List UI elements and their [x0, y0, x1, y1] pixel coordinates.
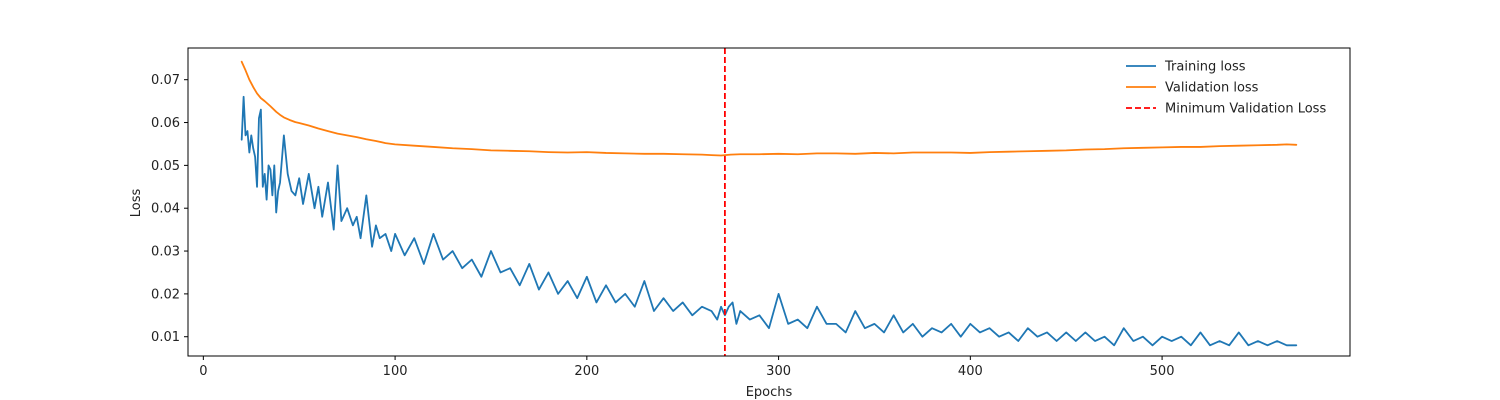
x-tick-label: 100: [383, 364, 408, 379]
series-line-validation-loss: [240, 60, 1298, 157]
legend-label-validation-loss: Validation loss: [1165, 81, 1259, 96]
x-tick-label: 200: [574, 364, 599, 379]
y-tick-label: 0.02: [151, 287, 180, 302]
x-axis-label: Epochs: [746, 385, 793, 400]
plot-frame: [187, 47, 1351, 357]
x-tick-label: 0: [199, 364, 207, 379]
y-tick-label: 0.01: [151, 330, 180, 345]
y-tick-label: 0.06: [151, 116, 180, 131]
y-tick-label: 0.05: [151, 159, 180, 174]
x-tick-label: 500: [1150, 364, 1175, 379]
y-tick-label: 0.07: [151, 73, 180, 88]
series-line-training-loss: [240, 95, 1298, 347]
x-tick-label: 400: [958, 364, 983, 379]
legend-label-training-loss: Training loss: [1164, 60, 1246, 75]
legend: Training loss Validation loss Minimum Vali…: [1126, 60, 1326, 117]
x-tick-label: 300: [766, 364, 791, 379]
legend-label-min-validation-loss: Minimum Validation Loss: [1165, 102, 1326, 117]
plot-area: [240, 48, 1298, 356]
axes: 0 100 200 300 400 500 0.01 0.02 0.03 0.04 0.05 0.06…: [151, 47, 1351, 379]
y-tick-label: 0.04: [151, 202, 180, 217]
y-axis-label: Loss: [129, 189, 144, 218]
series-group: [240, 48, 1298, 356]
y-tick-label: 0.03: [151, 245, 180, 260]
